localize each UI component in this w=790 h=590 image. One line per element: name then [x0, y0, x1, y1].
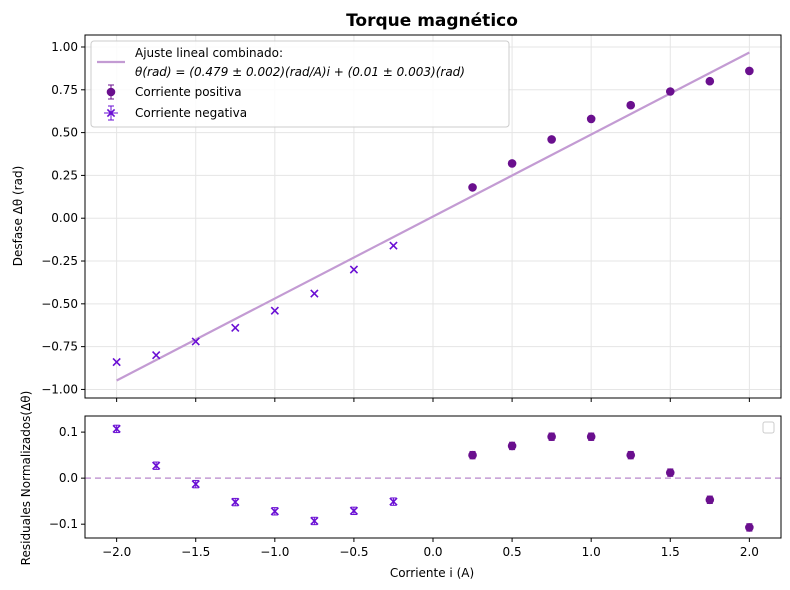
negative-current-point [231, 323, 240, 332]
residuals-x-tick-label: 0.5 [503, 545, 522, 559]
residuals-x-tick-label: 1.0 [582, 545, 601, 559]
negative-residual-point [270, 507, 279, 516]
main-points-layer [112, 66, 754, 367]
positive-residual-point [468, 450, 477, 460]
positive-current-point [665, 87, 675, 96]
legend-positive-label: Corriente positiva [135, 85, 242, 99]
main-y-tick-label: 0.00 [51, 211, 78, 225]
residuals-empty-legend [762, 421, 775, 434]
main-y-axis-label: Desfase Δθ (rad) [11, 166, 25, 267]
positive-current-point [507, 159, 517, 168]
main-y-tick-label: 0.50 [51, 126, 78, 140]
negative-current-point [270, 306, 279, 315]
fit-line [116, 51, 750, 382]
residuals-x-ticks: −2.0 −1.5 −1.0 −0.5 0.0 0.5 1.0 1.5 2.0 [102, 538, 759, 559]
legend-fit-label-line2: θ(rad) = (0.479 ± 0.002)(rad/A)i + (0.01… [135, 65, 465, 79]
main-y-tick-label: 0.75 [51, 83, 78, 97]
legend-positive-marker [106, 87, 116, 97]
residuals-x-tick-label: 0.0 [423, 545, 442, 559]
main-y-tick-label: −0.50 [41, 297, 78, 311]
residual-points-layer [112, 424, 754, 532]
negative-current-point [310, 289, 319, 298]
positive-current-point [586, 114, 596, 124]
negative-current-point [191, 337, 200, 346]
negative-residual-point [231, 497, 240, 507]
negative-residual-point [349, 506, 359, 516]
residuals-y-tick-label: 0.0 [59, 471, 78, 485]
residuals-x-tick-label: 1.5 [661, 545, 680, 559]
main-y-tick-label: −0.75 [41, 340, 78, 354]
legend-negative-label: Corriente negativa [135, 106, 247, 120]
negative-residual-point [191, 479, 200, 489]
residuals-y-tick-label: −0.1 [49, 517, 78, 531]
negative-residual-point [152, 461, 161, 470]
negative-current-point [152, 351, 161, 360]
positive-residual-point [705, 495, 715, 505]
residuals-x-tick-label: −2.0 [102, 545, 131, 559]
positive-current-point [547, 135, 556, 144]
positive-current-point [626, 100, 636, 110]
main-x-ticks [116, 398, 750, 402]
negative-residual-point [112, 424, 121, 434]
legend-negative-swatch [104, 105, 118, 121]
chart-title: Torque magnético [346, 11, 518, 31]
positive-residual-point [665, 468, 675, 477]
residuals-plot-panel: −2.0 −1.5 −1.0 −0.5 0.0 0.5 1.0 1.5 2.0 −0.1 0.0 0… [19, 391, 782, 580]
residuals-x-tick-label: −0.5 [339, 545, 368, 559]
positive-residual-point [586, 432, 596, 442]
residuals-y-ticks: −0.1 0.0 0.1 [49, 425, 85, 531]
negative-residual-point [389, 497, 398, 506]
main-plot-panel: Torque magnético −1.00 −0.75 −0.50 −0.25 0.0… [11, 11, 782, 402]
main-y-tick-label: 0.25 [51, 168, 78, 182]
positive-residual-point [626, 450, 636, 460]
negative-current-point [112, 357, 121, 367]
positive-current-point [705, 76, 715, 86]
residuals-x-tick-label: −1.5 [181, 545, 210, 559]
legend-negative-marker [106, 108, 116, 118]
residuals-y-axis-label: Residuales Normalizados(Δθ) [19, 391, 33, 566]
residuals-x-tick-label: −1.0 [260, 545, 289, 559]
negative-current-point [389, 241, 398, 250]
positive-residual-point [547, 432, 556, 442]
legend-fit-label-line1: Ajuste lineal combinado: [135, 46, 283, 60]
legend-positive-swatch [106, 84, 116, 100]
residuals-x-axis-label: Corriente i (A) [390, 566, 474, 580]
positive-residual-point [507, 441, 517, 451]
positive-current-point [745, 66, 754, 76]
negative-current-point [349, 265, 359, 274]
main-y-tick-label: 1.00 [51, 40, 78, 54]
residuals-y-tick-label: 0.1 [59, 425, 78, 439]
positive-current-point [468, 183, 477, 192]
legend-box [90, 40, 510, 128]
main-y-tick-label: −1.00 [41, 382, 78, 396]
residuals-x-tick-label: 2.0 [740, 545, 759, 559]
positive-residual-point [745, 523, 754, 532]
main-legend: Ajuste lineal combinado: θ(rad) = (0.479… [90, 40, 510, 128]
main-y-ticks: −1.00 −0.75 −0.50 −0.25 0.00 0.25 0.50 0.75 1.00 [41, 40, 85, 396]
residuals-plot-frame [84, 415, 782, 539]
fit-line-layer [116, 51, 750, 382]
main-y-tick-label: −0.25 [41, 254, 78, 268]
negative-residual-point [310, 516, 319, 526]
